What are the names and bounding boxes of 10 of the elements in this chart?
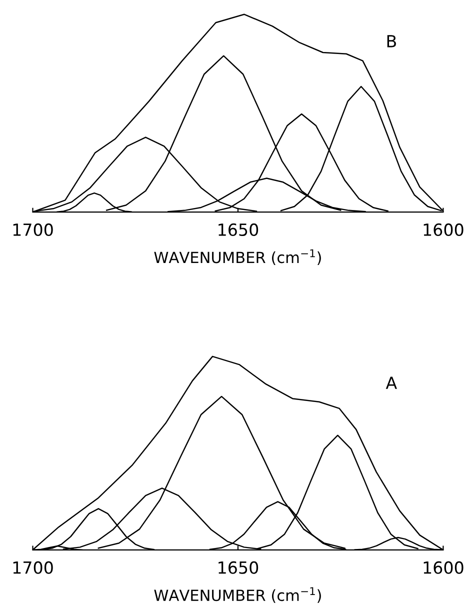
x-tick-label: 1650 — [218, 223, 258, 236]
annotation: A — [386, 376, 397, 389]
x-tick-label: 1650 — [218, 561, 258, 574]
x-tick-label: 1600 — [424, 561, 464, 574]
x-axis-title: WAVENUMBER (cm$^{−1}$) — [154, 587, 321, 603]
x-tick-label: 1700 — [13, 561, 53, 574]
x-tick-label: 1600 — [424, 223, 464, 236]
annotation: B — [387, 35, 396, 48]
x-axis-title: WAVENUMBER (cm$^{−1}$) — [154, 249, 321, 265]
x-tick-label: 1700 — [13, 223, 53, 236]
